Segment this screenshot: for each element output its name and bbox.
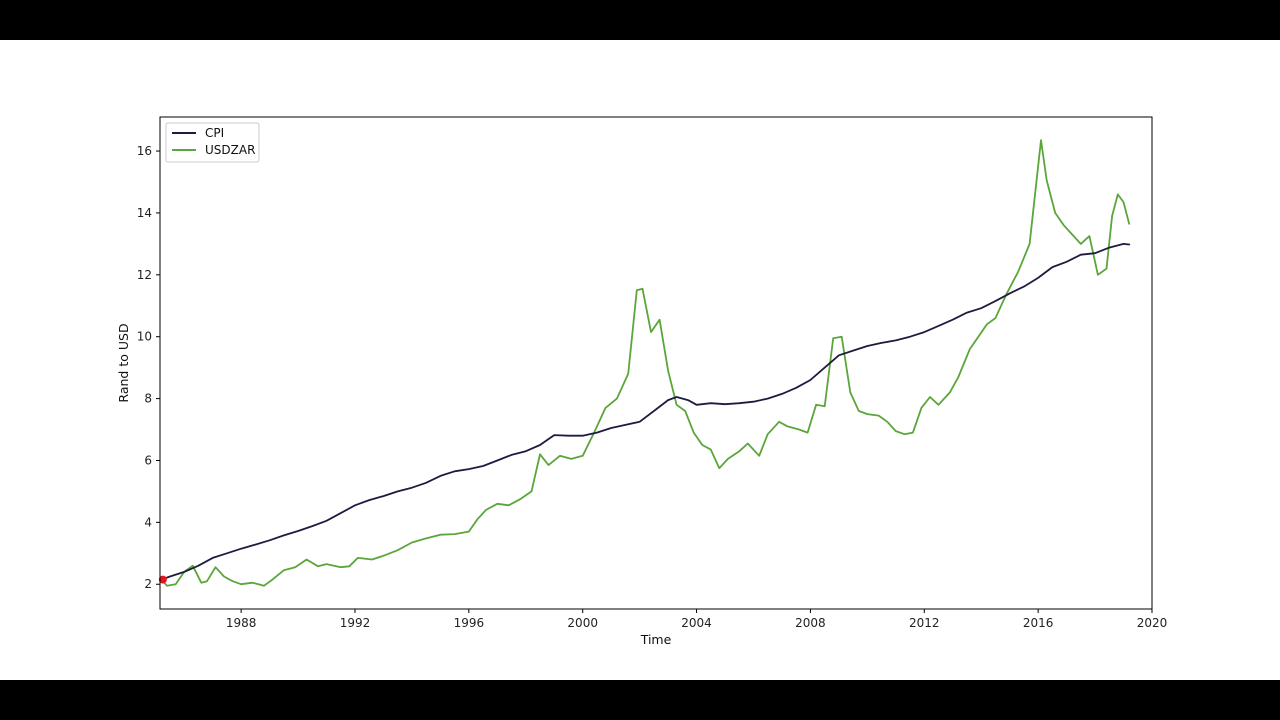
highlight-marker bbox=[158, 575, 167, 584]
y-tick-label: 6 bbox=[144, 453, 152, 467]
x-tick-label: 2008 bbox=[795, 616, 826, 630]
x-tick-label: 1996 bbox=[454, 616, 485, 630]
x-tick-label: 2000 bbox=[567, 616, 598, 630]
y-axis-label: Rand to USD bbox=[116, 323, 131, 402]
legend-label-cpi: CPI bbox=[205, 126, 224, 140]
line-chart: 1988 1992 1996 2000 2004 2008 2012 2016 2020 2 4 6… bbox=[116, 116, 1167, 647]
series-layer bbox=[160, 139, 1131, 587]
x-axis-ticks: 1988 1992 1996 2000 2004 2008 2012 2016 2020 bbox=[226, 609, 1167, 630]
y-tick-label: 14 bbox=[137, 206, 152, 220]
y-axis-ticks: 2 4 6 8 10 12 14 16 bbox=[137, 144, 160, 591]
y-tick-label: 10 bbox=[137, 330, 152, 344]
marker-layer bbox=[158, 575, 167, 584]
x-tick-label: 1992 bbox=[340, 616, 371, 630]
y-tick-label: 16 bbox=[137, 144, 152, 158]
x-tick-label: 2012 bbox=[909, 616, 940, 630]
series-line-cpi bbox=[160, 243, 1131, 581]
legend: CPI USDZAR bbox=[165, 122, 260, 163]
letterbox-bottom bbox=[0, 680, 1280, 720]
y-tick-label: 2 bbox=[144, 577, 152, 591]
x-tick-label: 2016 bbox=[1023, 616, 1054, 630]
x-tick-label: 2004 bbox=[681, 616, 712, 630]
letterbox-top bbox=[0, 0, 1280, 40]
x-axis-label: Time bbox=[640, 632, 672, 647]
x-tick-label: 1988 bbox=[226, 616, 257, 630]
y-tick-label: 8 bbox=[144, 392, 152, 406]
plot-frame bbox=[159, 116, 1153, 610]
x-tick-label: 2020 bbox=[1137, 616, 1168, 630]
legend-label-usdzar: USDZAR bbox=[205, 143, 255, 157]
series-line-usdzar bbox=[160, 139, 1131, 587]
plot-area bbox=[160, 117, 1152, 609]
y-tick-label: 4 bbox=[144, 515, 152, 529]
y-tick-label: 12 bbox=[137, 268, 152, 282]
